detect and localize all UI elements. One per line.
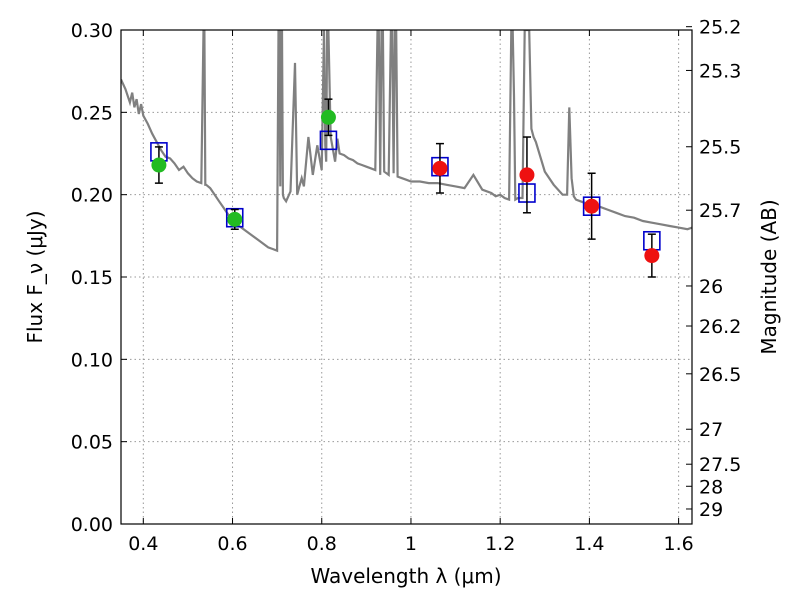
y2-tick-label: 25.3	[699, 60, 741, 82]
y2-tick-label: 26	[699, 276, 723, 298]
y-axis-label: Flux F_ν (μJy)	[23, 210, 47, 343]
y-tick-label: 0.00	[71, 514, 113, 536]
y2-tick-label: 27.5	[699, 454, 741, 476]
data-markers	[150, 98, 661, 278]
y2-tick-label: 25.2	[699, 17, 741, 39]
model-spectrum-line	[121, 30, 692, 253]
y2-tick-label: 27	[699, 419, 723, 441]
y2-tick-label: 25.7	[699, 200, 741, 222]
x-tick-label: 1.6	[664, 533, 694, 555]
x-tick-label: 1	[405, 533, 417, 555]
nir-point	[584, 198, 600, 214]
x-tick-label: 1.4	[574, 533, 604, 555]
y-tick-label: 0.25	[71, 102, 113, 124]
x-tick-label: 0.6	[217, 533, 247, 555]
y-tick-label: 0.10	[71, 349, 113, 371]
optical-point	[320, 109, 336, 125]
nir-point	[519, 167, 535, 183]
y-tick-label: 0.05	[71, 432, 113, 454]
x-axis-label: Wavelength λ (μm)	[310, 564, 501, 588]
optical-point	[227, 211, 243, 227]
y-tick-label: 0.15	[71, 267, 113, 289]
y2-tick-label: 25.5	[699, 137, 741, 159]
grid-lines	[121, 29, 692, 525]
y-tick-label: 0.20	[71, 185, 113, 207]
y2-axis-label: Magnitude (AB)	[757, 199, 781, 354]
y-tick-label: 0.30	[71, 20, 113, 42]
x-tick-label: 0.4	[128, 533, 158, 555]
optical-point	[151, 157, 167, 173]
x-tick-label: 0.8	[307, 533, 337, 555]
x-tick-label: 1.2	[485, 533, 515, 555]
y2-tick-label: 28	[699, 476, 723, 498]
nir-point	[644, 248, 660, 264]
y2-tick-label: 26.2	[699, 316, 741, 338]
nir-point	[432, 160, 448, 176]
axis-ticks: 0.4 0.6 0.8 1 1.2 1.4 1.6 0.00 0.05 0.10 0.15 0.20 0…	[71, 17, 742, 555]
y2-tick-label: 29	[699, 499, 723, 521]
y2-tick-label: 26.5	[699, 364, 741, 386]
